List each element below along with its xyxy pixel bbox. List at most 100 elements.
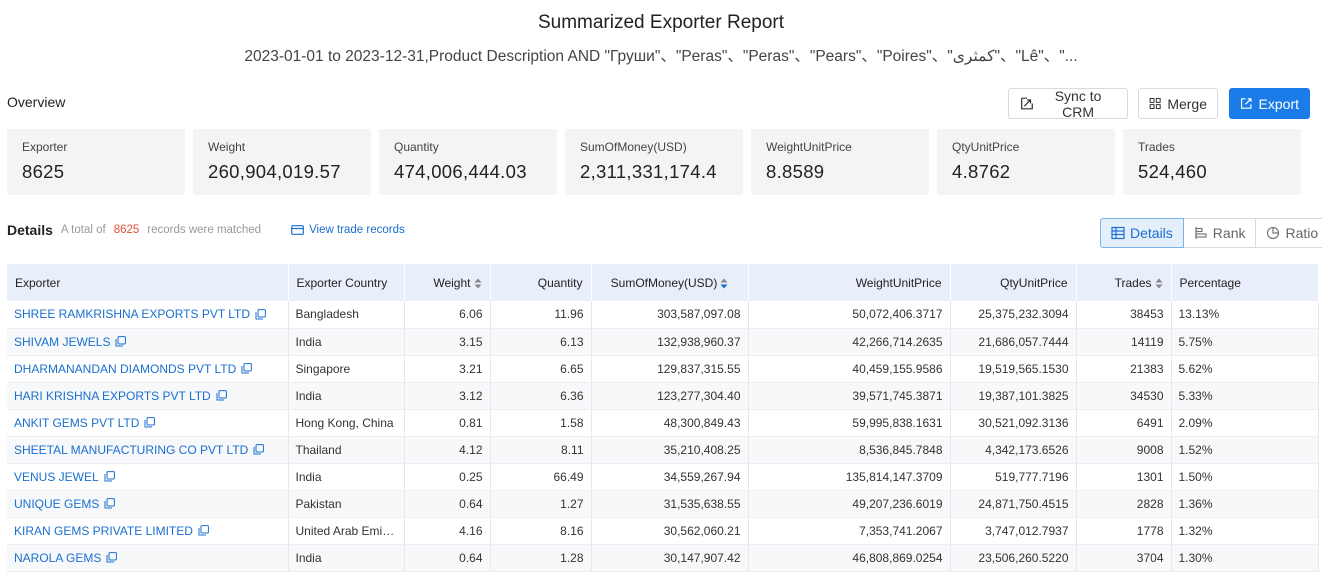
exporter-name: SHREE RAMKRISHNA EXPORTS PVT LTD [14, 307, 251, 322]
copy-icon[interactable] [198, 525, 209, 536]
tab-ratio[interactable]: Ratio [1255, 218, 1322, 248]
table-cell-quantity: 1.27 [490, 490, 592, 518]
stat-qty-unit-price: QtyUnitPrice 4.8762 [937, 129, 1115, 195]
stat-weight-unit-price: WeightUnitPrice 8.8589 [751, 129, 929, 195]
stat-label: Exporter [22, 140, 68, 154]
column-label: SumOfMoney(USD) [610, 275, 718, 290]
copy-icon[interactable] [216, 390, 227, 401]
stat-label: QtyUnitPrice [952, 140, 1020, 154]
table-cell-quantity: 66.49 [490, 463, 592, 491]
table-cell-sumofmoney-usd: 303,587,097.08 [591, 301, 749, 329]
exporter-name: NAROLA GEMS [14, 550, 102, 565]
table-row: HARI KRISHNA EXPORTS PVT LTD India 3.12 6.3… [7, 382, 1319, 410]
table-cell-percentage: 13.13% [1171, 301, 1319, 329]
copy-icon[interactable] [106, 552, 118, 563]
table-cell-percentage: 5.33% [1171, 382, 1319, 410]
exporter-link[interactable]: DHARMANANDAN DIAMONDS PVT LTD [14, 362, 253, 376]
tab-rank-label: Rank [1212, 225, 1246, 241]
details-suffix: records were matched [147, 224, 262, 236]
table-cell-sumofmoney-usd: 31,535,638.55 [591, 490, 749, 518]
table-cell-sumofmoney-usd: 30,147,907.42 [591, 544, 749, 572]
export-icon [1240, 98, 1252, 109]
table-row: ANKIT GEMS PVT LTD Hong Kong, China 0.81 1.… [7, 409, 1319, 437]
copy-icon[interactable] [144, 417, 156, 428]
stat-value: 8.8589 [766, 161, 825, 182]
table-cell-sumofmoney-usd: 35,210,408.25 [591, 436, 749, 464]
view-trade-records-link[interactable]: View trade records [291, 224, 405, 236]
export-label: Export [1258, 95, 1299, 112]
details-prefix: A total of [60, 224, 106, 236]
table-cell-sumofmoney-usd: 132,938,960.37 [591, 328, 749, 356]
column-header-sum-of-money[interactable]: SumOfMoney(USD) [591, 264, 749, 301]
table-row: VENUS JEWEL India 0.25 66.49 34,559,267.94 13… [7, 463, 1319, 491]
table-cell-exporter-country: Thailand [288, 436, 405, 464]
column-label: Exporter [15, 275, 61, 290]
sync-label: Sync to CRM [1054, 87, 1102, 120]
column-header-trades[interactable]: Trades [1076, 264, 1172, 301]
exporter-link[interactable]: VENUS JEWEL [14, 470, 115, 484]
table-cell-trades: 3704 [1076, 544, 1172, 572]
table-row: SHREE RAMKRISHNA EXPORTS PVT LTD Banglade… [7, 301, 1319, 329]
tab-rank[interactable]: Rank [1182, 218, 1257, 248]
table-cell-exporter: DHARMANANDAN DIAMONDS PVT LTD [7, 355, 289, 383]
exporter-link[interactable]: UNIQUE GEMS [14, 496, 116, 511]
sync-to-crm-button[interactable]: Sync to CRM [1008, 87, 1128, 120]
table-cell-sumofmoney-usd: 123,277,304.40 [591, 382, 749, 410]
exporter-link[interactable]: SHIVAM JEWELS [14, 335, 127, 349]
sort-icon[interactable] [474, 278, 482, 289]
export-button[interactable]: Export [1229, 88, 1310, 119]
stat-label: Trades [1138, 140, 1175, 154]
sort-icon-active[interactable] [720, 278, 728, 289]
table-cell-exporter-country: Pakistan [288, 490, 405, 518]
table-cell-weight: 4.16 [404, 517, 491, 545]
column-header-qty-unit-price: QtyUnitPrice [950, 264, 1077, 301]
column-header-weight[interactable]: Weight [404, 264, 491, 301]
stat-exporter: Exporter 8625 [7, 129, 185, 195]
table-cell-qtyunitprice: 30,521,092.3136 [950, 409, 1077, 437]
copy-icon[interactable] [115, 336, 127, 347]
column-label: QtyUnitPrice [1000, 275, 1068, 290]
table-row: SHIVAM JEWELS India 3.15 6.13 132,938,960.37… [7, 328, 1319, 356]
table-cell-quantity: 6.13 [490, 328, 592, 356]
copy-icon[interactable] [241, 363, 253, 374]
column-header-weight-unit-price: WeightUnitPrice [748, 264, 951, 301]
table-cell-quantity: 6.36 [490, 382, 592, 410]
table-cell-percentage: 1.36% [1171, 490, 1319, 518]
tab-details[interactable]: Details [1100, 218, 1184, 248]
copy-icon[interactable] [104, 498, 116, 509]
stat-value: 2,311,331,174.4 [580, 161, 717, 182]
table-cell-trades: 38453 [1076, 301, 1172, 329]
table-cell-exporter-country: Singapore [288, 355, 405, 383]
table-cell-weightunitprice: 42,266,714.2635 [748, 328, 951, 356]
table-cell-exporter: UNIQUE GEMS [7, 490, 289, 518]
copy-icon[interactable] [253, 444, 265, 455]
table-cell-weight: 0.64 [404, 544, 491, 572]
records-count: 8625 [113, 224, 140, 236]
sort-icon[interactable] [1155, 278, 1163, 289]
table-cell-exporter-country: India [288, 382, 405, 410]
exporter-link[interactable]: KIRAN GEMS PRIVATE LIMITED [14, 524, 209, 538]
exporter-link[interactable]: HARI KRISHNA EXPORTS PVT LTD [14, 389, 227, 403]
exporter-link[interactable]: ANKIT GEMS PVT LTD [14, 416, 156, 430]
sync-icon [1021, 97, 1033, 110]
exporter-name: UNIQUE GEMS [14, 496, 100, 511]
table-cell-weightunitprice: 7,353,741.2067 [748, 517, 951, 545]
table-row: KIRAN GEMS PRIVATE LIMITED United Arab Em… [7, 517, 1319, 545]
table-cell-weightunitprice: 8,536,845.7848 [748, 436, 951, 464]
copy-icon[interactable] [104, 471, 115, 482]
exporter-link[interactable]: NAROLA GEMS [14, 550, 118, 565]
table-cell-percentage: 1.50% [1171, 463, 1319, 491]
rank-icon [1195, 227, 1207, 239]
details-title: Details [7, 222, 53, 238]
merge-button[interactable]: Merge [1138, 88, 1218, 119]
column-label: Exporter Country [296, 275, 388, 290]
exporter-link[interactable]: SHREE RAMKRISHNA EXPORTS PVT LTD [14, 307, 266, 321]
table-cell-exporter-country: Hong Kong, China [288, 409, 405, 437]
copy-icon[interactable] [255, 308, 266, 320]
table-cell-percentage: 1.32% [1171, 517, 1319, 545]
table-cell-exporter-country: India [288, 328, 405, 356]
stat-value: 474,006,444.03 [394, 161, 527, 182]
exporter-link[interactable]: SHEETAL MANUFACTURING CO PVT LTD [14, 443, 265, 457]
table-cell-sumofmoney-usd: 34,559,267.94 [591, 463, 749, 491]
stat-value: 524,460 [1138, 161, 1207, 182]
